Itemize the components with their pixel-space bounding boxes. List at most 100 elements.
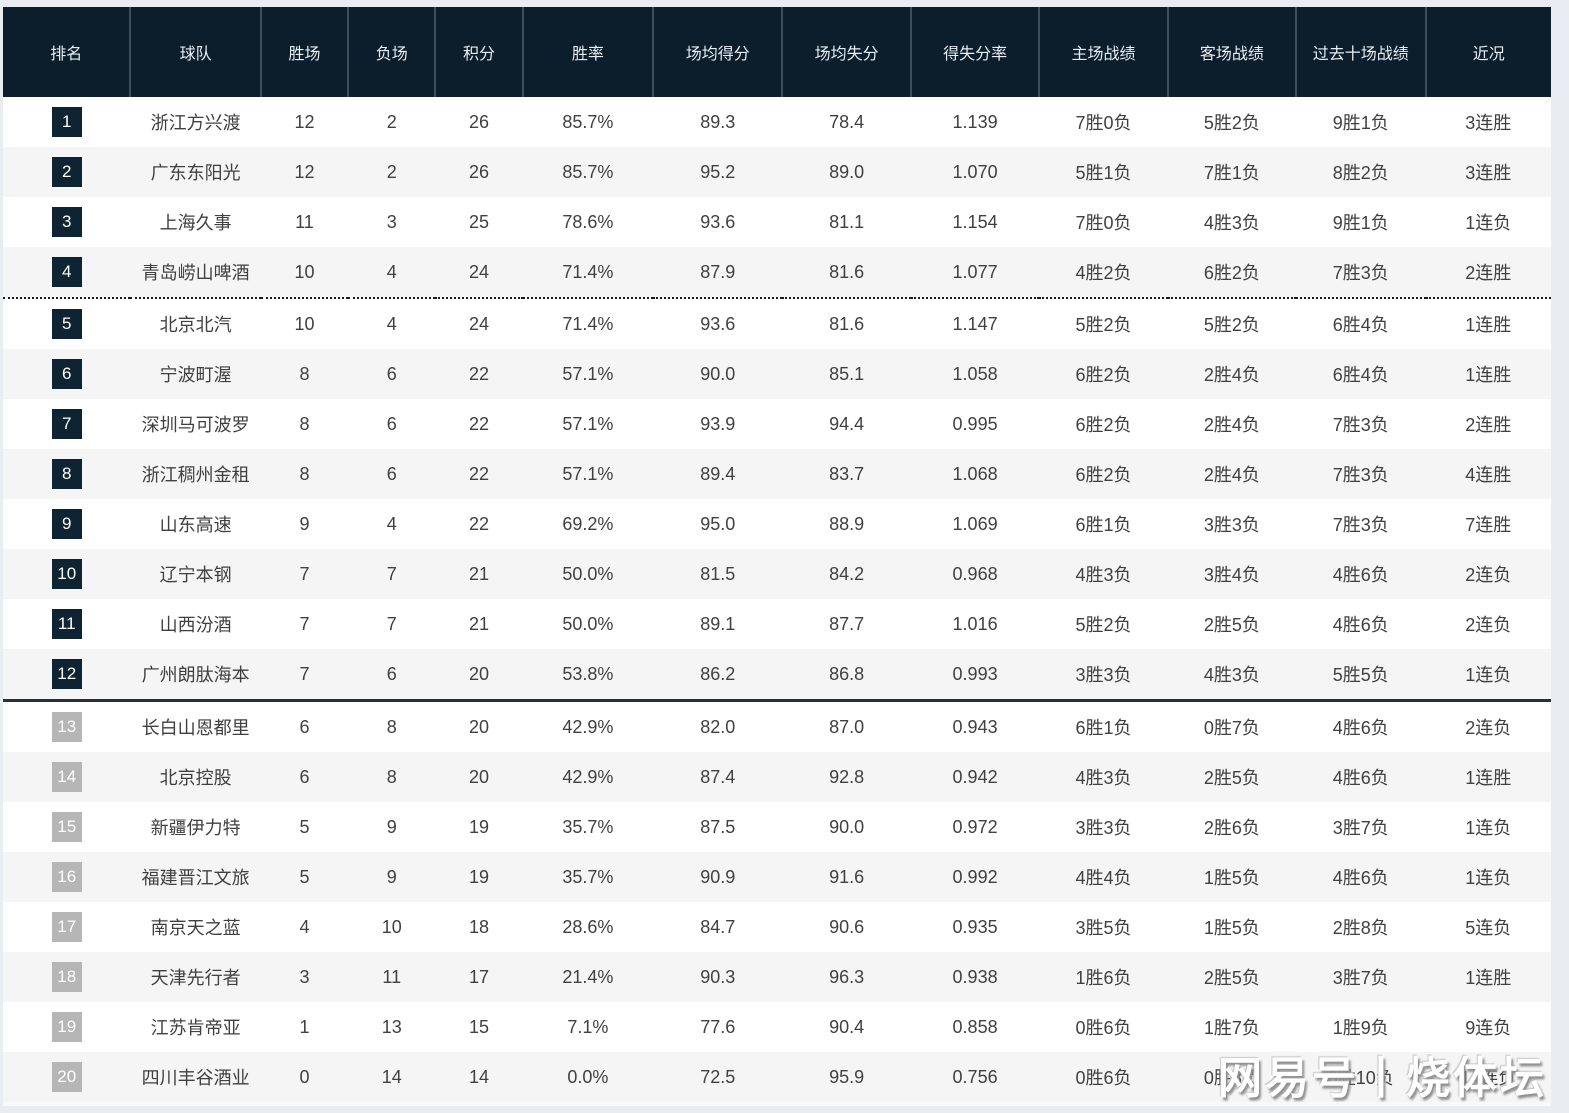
cell-points: 14 xyxy=(469,1066,490,1087)
cell-points: 17 xyxy=(469,966,490,987)
cell-away: 0胜8负 xyxy=(1203,1068,1260,1088)
cell-win_rate: 42.9% xyxy=(562,716,614,737)
cell-ppg: 87.4 xyxy=(700,766,736,787)
cell-rank: 1 xyxy=(3,97,130,147)
cell-points: 26 xyxy=(469,161,490,182)
cell-away: 7胜1负 xyxy=(1203,163,1260,183)
cell-ppg: 89.4 xyxy=(700,463,736,484)
cell-last10: 7胜3负 xyxy=(1296,247,1426,299)
cell-last10: 3胜7负 xyxy=(1332,818,1389,838)
cell-away: 1胜7负 xyxy=(1203,1018,1260,1038)
cell-ratio: 1.068 xyxy=(952,463,998,484)
cell-papg: 95.9 xyxy=(829,1066,865,1087)
cell-ppg: 90.3 xyxy=(700,966,736,987)
cell-ppg: 86.2 xyxy=(653,649,783,702)
cell-papg: 81.1 xyxy=(829,211,865,232)
table-row: 15 新疆伊力特 5 9 19 35.7% 87.5 90.0 0.972 3胜3负 2胜6负 3胜7… xyxy=(3,802,1551,852)
cell-rank: 8 xyxy=(3,449,130,499)
cell-wins: 8 xyxy=(299,363,310,384)
rank-badge: 9 xyxy=(51,509,82,539)
cell-wins: 7 xyxy=(260,649,349,702)
cell-streak: 2连负 xyxy=(1465,615,1512,635)
cell-points: 20 xyxy=(435,649,523,702)
cell-last10: 1胜9负 xyxy=(1332,1018,1389,1038)
cell-last10: 4胜6负 xyxy=(1332,615,1389,635)
cell-home: 6胜2负 xyxy=(1075,465,1132,485)
table-row: 4 青岛崂山啤酒 10 4 24 71.4% 87.9 81.6 1.077 4胜2负 6胜2负 7胜… xyxy=(3,247,1551,299)
cell-rank: 7 xyxy=(3,399,130,449)
cell-ratio: 1.077 xyxy=(910,247,1040,299)
cell-streak: 5连负 xyxy=(1465,918,1512,938)
cell-points: 20 xyxy=(469,716,490,737)
cell-ppg: 87.9 xyxy=(653,247,783,299)
cell-ppg: 89.1 xyxy=(700,613,736,634)
cell-home: 6胜1负 xyxy=(1075,515,1132,535)
cell-wins: 10 xyxy=(294,313,315,334)
cell-home: 4胜3负 xyxy=(1075,768,1132,788)
cell-wins: 9 xyxy=(299,513,310,534)
cell-rank: 17 xyxy=(3,902,130,952)
cell-streak: 14连负 xyxy=(1460,1068,1517,1088)
cell-team: 浙江稠州金租 xyxy=(141,465,250,485)
cell-home: 5胜2负 xyxy=(1075,315,1132,335)
table-row: 6 宁波町渥 8 6 22 57.1% 90.0 85.1 1.058 6胜2负 2胜4负 6胜4负 1… xyxy=(3,349,1551,399)
cell-win_rate: 42.9% xyxy=(562,766,614,787)
cell-rank: 2 xyxy=(3,147,130,197)
cell-last10: 7胜3负 xyxy=(1332,515,1389,535)
cell-wins: 5 xyxy=(299,866,310,887)
cell-away: 0胜7负 xyxy=(1203,718,1260,738)
rank-badge: 8 xyxy=(51,459,82,489)
column-header-points: 积分 xyxy=(435,7,524,97)
cell-win_rate: 7.1% xyxy=(567,1016,609,1037)
cell-losses: 2 xyxy=(386,111,397,132)
cell-rank: 12 xyxy=(3,649,131,702)
cell-away: 4胜3负 xyxy=(1167,649,1297,702)
cell-away: 2胜5负 xyxy=(1203,768,1260,788)
cell-points: 25 xyxy=(469,211,490,232)
cell-team: 山东高速 xyxy=(159,515,232,535)
table-row: 20 四川丰谷酒业 0 14 14 0.0% 72.5 95.9 0.756 0胜6负 0胜8负 0胜… xyxy=(3,1052,1551,1102)
cell-ppg: 93.9 xyxy=(700,413,736,434)
column-header-losses: 负场 xyxy=(348,7,437,97)
cell-streak: 1连负 xyxy=(1465,868,1512,888)
cell-win_rate: 50.0% xyxy=(562,563,614,584)
cell-home: 4胜4负 xyxy=(1075,868,1132,888)
cell-home: 4胜3负 xyxy=(1075,565,1132,585)
cell-streak: 2连胜 xyxy=(1425,247,1551,299)
cell-streak: 3连胜 xyxy=(1465,163,1512,183)
cell-last10: 6胜4负 xyxy=(1332,315,1389,335)
cell-last10: 4胜6负 xyxy=(1332,718,1389,738)
cell-away: 2胜4负 xyxy=(1203,465,1260,485)
cell-away: 1胜5负 xyxy=(1203,868,1260,888)
standings-table: 排名 球队 胜场 负场 积分 胜率 场均得分 场均失分 得失分率 主场战绩 客场战绩 过去十场战绩 近况… xyxy=(3,7,1551,1102)
table-header: 排名 球队 胜场 负场 积分 胜率 场均得分 场均失分 得失分率 主场战绩 客场战绩 过去十场战绩 近况 xyxy=(3,7,1551,97)
cell-team: 浙江方兴渡 xyxy=(150,113,241,133)
rank-badge: 2 xyxy=(51,157,82,187)
cell-papg: 85.1 xyxy=(829,363,865,384)
cell-team: 山西汾酒 xyxy=(159,615,232,635)
cell-papg: 83.7 xyxy=(829,463,865,484)
table-body: 1 浙江方兴渡 12 2 26 85.7% 89.3 78.4 1.139 7胜0负 5胜2负 9胜1… xyxy=(3,97,1551,1102)
cell-ratio: 0.968 xyxy=(952,563,998,584)
cell-away: 3胜4负 xyxy=(1203,565,1260,585)
cell-wins: 1 xyxy=(299,1016,310,1037)
cell-losses: 4 xyxy=(348,247,436,299)
cell-home: 6胜1负 xyxy=(1075,718,1132,738)
cell-losses: 2 xyxy=(386,161,397,182)
table-row: 18 天津先行者 3 11 17 21.4% 90.3 96.3 0.938 1胜6负 2胜5负 3胜… xyxy=(3,952,1551,1002)
table-row: 13 长白山恩都里 6 8 20 42.9% 82.0 87.0 0.943 6胜1负 0胜7负 4胜… xyxy=(3,700,1551,752)
column-header-rank: 排名 xyxy=(3,7,132,97)
cell-wins: 8 xyxy=(299,413,310,434)
cell-papg: 81.6 xyxy=(782,247,911,299)
rank-badge: 14 xyxy=(51,762,82,792)
cell-away: 1胜5负 xyxy=(1203,918,1260,938)
standings-table-container: 排名 球队 胜场 负场 积分 胜率 场均得分 场均失分 得失分率 主场战绩 客场战绩 过去十场战绩 近况… xyxy=(3,7,1551,1102)
cell-home: 0胜6负 xyxy=(1075,1018,1132,1038)
cell-ratio: 0.943 xyxy=(952,716,998,737)
cell-last10: 9胜1负 xyxy=(1332,213,1389,233)
column-header-last10: 过去十场战绩 xyxy=(1296,7,1427,97)
rank-badge: 3 xyxy=(51,207,82,237)
rank-badge: 12 xyxy=(51,659,82,689)
cell-losses: 3 xyxy=(386,211,397,232)
